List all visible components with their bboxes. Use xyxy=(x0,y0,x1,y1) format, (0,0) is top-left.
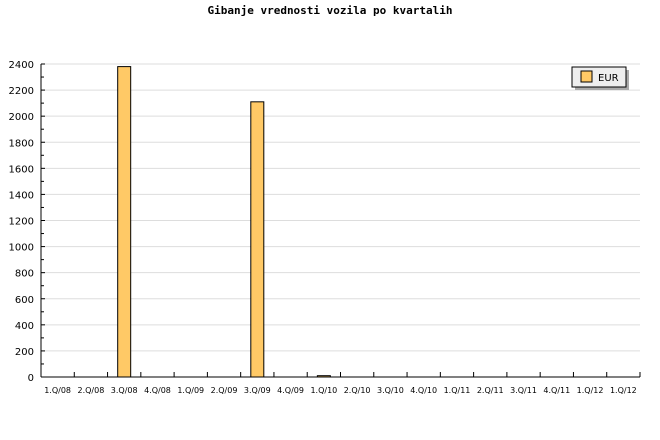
y-tick-label: 1800 xyxy=(9,138,34,149)
x-tick-label: 1.Q/09 xyxy=(177,386,204,395)
x-tick-label: 2.Q/09 xyxy=(211,386,238,395)
chart-title: Gibanje vrednosti vozila po kvartalih xyxy=(207,4,453,17)
x-tick-label: 1.Q/12 xyxy=(610,386,637,395)
x-tick-label: 2.Q/08 xyxy=(78,386,105,395)
y-tick-label: 200 xyxy=(15,347,34,358)
x-tick-label: 4.Q/11 xyxy=(543,386,570,395)
y-tick-label: 2200 xyxy=(9,86,34,97)
y-tick-label: 2000 xyxy=(9,112,34,123)
x-tick-label: 3.Q/11 xyxy=(510,386,537,395)
bar xyxy=(250,101,265,378)
bar xyxy=(117,66,132,378)
x-tick-label: 2.Q/10 xyxy=(344,386,371,395)
y-tick-label: 800 xyxy=(15,269,34,280)
x-tick-label: 1.Q/11 xyxy=(444,386,471,395)
x-tick-label: 2.Q/11 xyxy=(477,386,504,395)
x-tick-label: 1.Q/10 xyxy=(310,386,337,395)
x-tick-label: 3.Q/08 xyxy=(111,386,138,395)
x-tick-label: 4.Q/08 xyxy=(144,386,171,395)
y-tick-label: 1200 xyxy=(9,217,34,228)
x-tick-label: 1.Q/08 xyxy=(44,386,71,395)
y-tick-label: 2400 xyxy=(9,60,34,71)
x-tick-label: 3.Q/09 xyxy=(244,386,271,395)
y-tick-label: 400 xyxy=(15,321,34,332)
bar xyxy=(316,375,331,378)
y-tick-label: 1600 xyxy=(9,164,34,175)
legend-swatch xyxy=(580,70,593,83)
x-tick-label: 4.Q/10 xyxy=(410,386,437,395)
x-tick-label: 4.Q/09 xyxy=(277,386,304,395)
y-tick-label: 600 xyxy=(15,295,34,306)
y-tick-label: 1400 xyxy=(9,190,34,201)
y-tick-label: 0 xyxy=(28,373,34,384)
legend-label: EUR xyxy=(598,73,619,84)
y-tick-label: 1000 xyxy=(9,243,34,254)
x-tick-label: 1.Q/12 xyxy=(577,386,604,395)
x-tick-label: 3.Q/10 xyxy=(377,386,404,395)
